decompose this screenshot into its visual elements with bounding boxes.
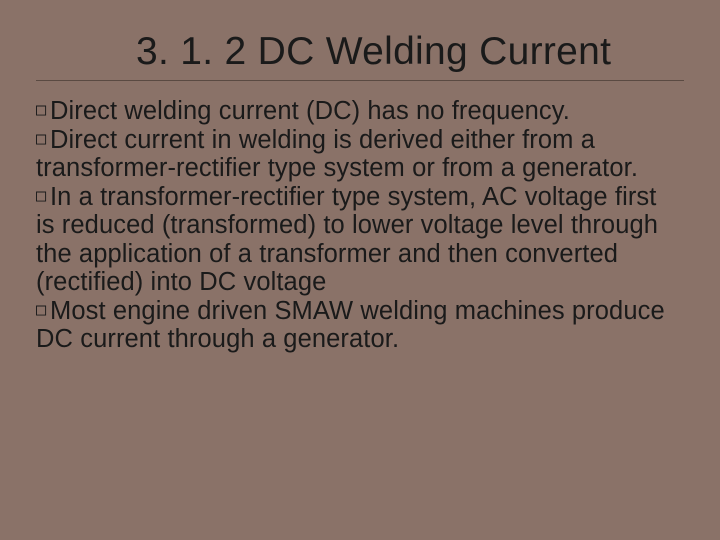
bullet-item: □Direct welding current (DC) has no freq… — [36, 97, 676, 126]
bullet-icon: □ — [36, 101, 50, 120]
slide: 3. 1. 2 DC Welding Current □Direct weldi… — [0, 0, 720, 540]
slide-title: 3. 1. 2 DC Welding Current — [36, 30, 684, 81]
bullet-text: Direct welding current (DC) has no frequ… — [50, 97, 570, 125]
bullet-text: In a transformer-rectifier type system, … — [36, 183, 658, 297]
bullet-item: □In a transformer-rectifier type system,… — [36, 183, 676, 297]
bullet-text: Most engine driven SMAW welding machines… — [36, 297, 665, 354]
bullet-icon: □ — [36, 130, 50, 149]
bullet-item: □Direct current in welding is derived ei… — [36, 126, 676, 183]
slide-content: □Direct welding current (DC) has no freq… — [36, 97, 684, 354]
bullet-text: Direct current in welding is derived eit… — [36, 126, 638, 183]
bullet-icon: □ — [36, 187, 50, 206]
bullet-icon: □ — [36, 301, 50, 320]
bullet-item: □Most engine driven SMAW welding machine… — [36, 297, 676, 354]
